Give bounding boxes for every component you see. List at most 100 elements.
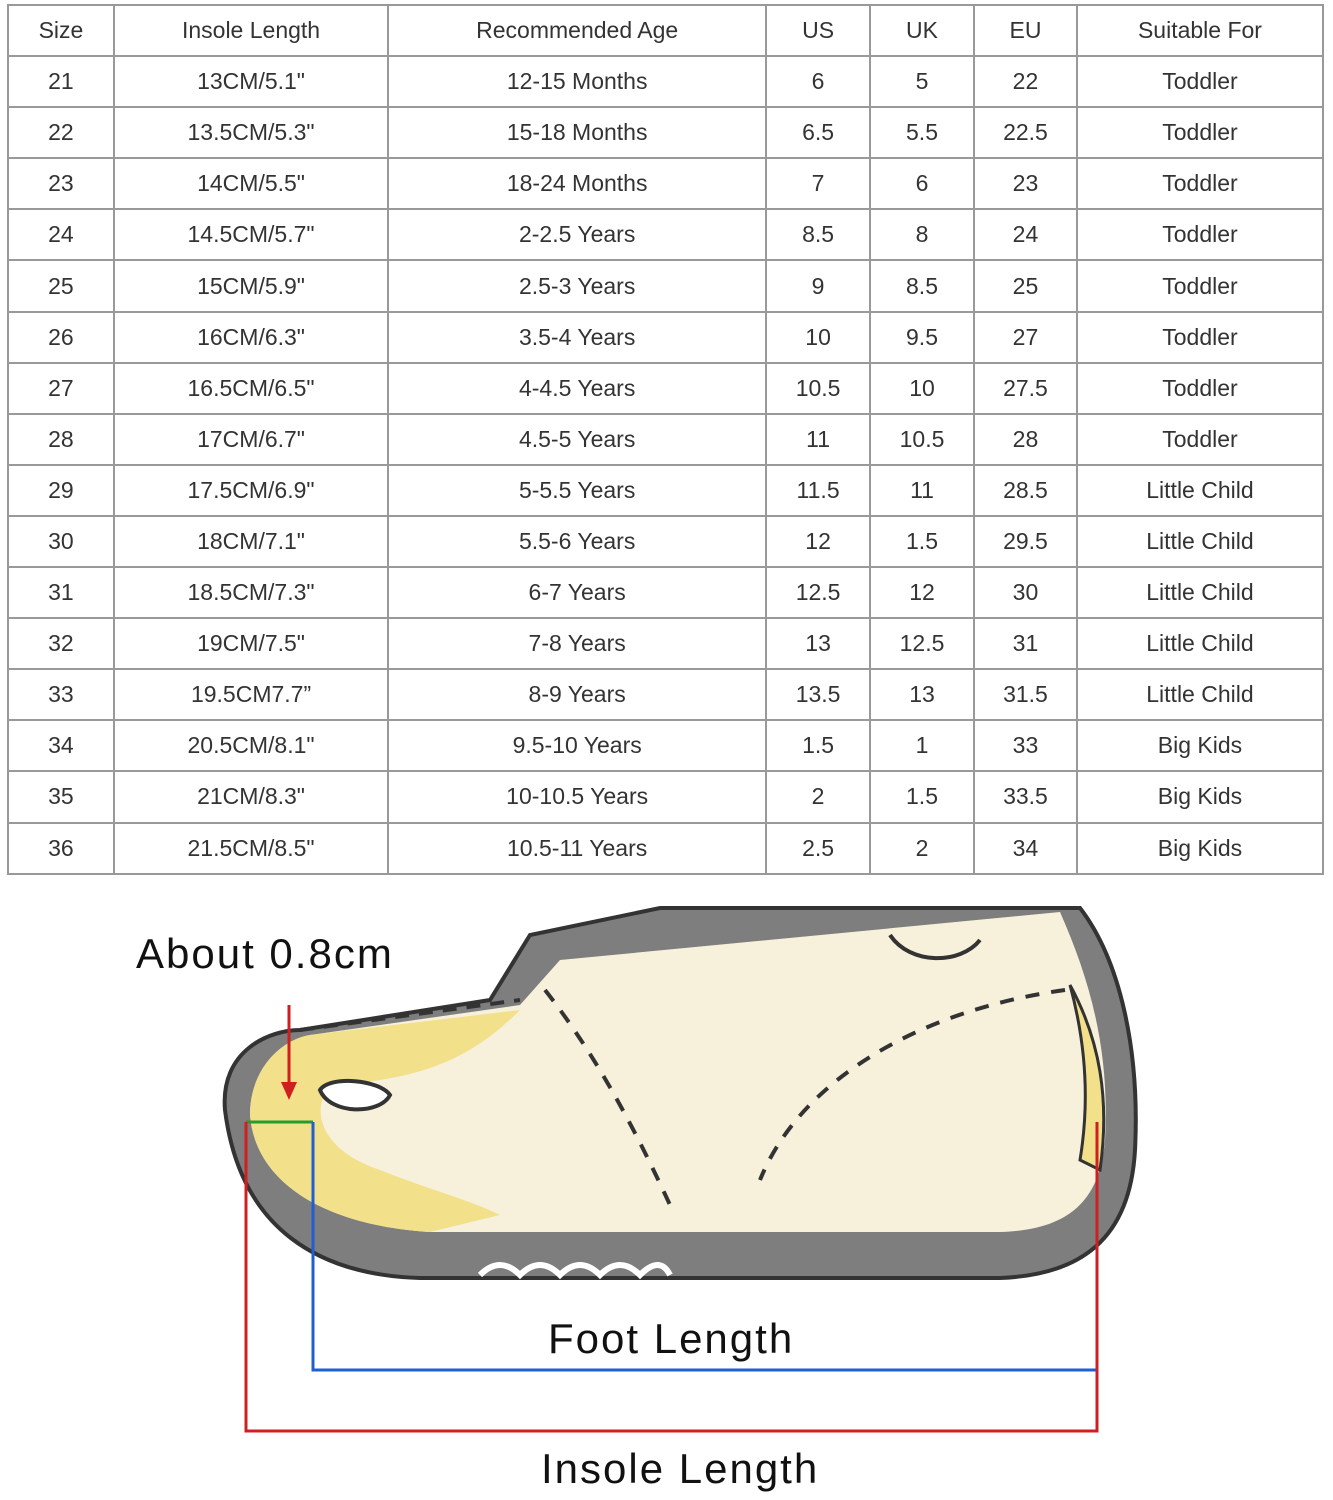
- table-row: 32 19CM/7.5" 7-8 Years 13 12.5 31 Little Child: [7, 617, 1325, 671]
- table-row: 36 21.5CM/8.5" 10.5-11 Years 2.5 2 34 Big Kids: [7, 821, 1325, 875]
- table-cell: 23: [972, 157, 1078, 211]
- table-cell: 18-24 Months: [387, 157, 768, 211]
- table-cell: 22: [7, 106, 115, 160]
- table-cell: Little Child: [1075, 514, 1325, 569]
- table-cell: 2: [765, 770, 872, 824]
- table-cell: 15-18 Months: [387, 106, 768, 160]
- table-cell: 11.5: [765, 463, 872, 517]
- table-cell: 22.5: [972, 106, 1078, 160]
- table-cell: 19.5CM7.7”: [112, 668, 390, 722]
- table-cell: 5-5.5 Years: [387, 463, 768, 517]
- table-cell: 1.5: [765, 719, 872, 773]
- table-cell: 24: [972, 208, 1078, 262]
- column-header: Insole Length: [112, 3, 390, 58]
- table-cell: 18.5CM/7.3": [112, 566, 390, 620]
- table-cell: 10: [765, 310, 872, 364]
- table-cell: Toddler: [1075, 310, 1325, 364]
- table-cell: 8.5: [765, 208, 872, 262]
- table-cell: 6: [869, 157, 975, 211]
- foot-length-label: Foot Length: [548, 1315, 795, 1362]
- table-cell: Little Child: [1075, 566, 1325, 620]
- column-header: Suitable For: [1075, 3, 1325, 58]
- table-cell: 13: [765, 617, 872, 671]
- table-cell: Big Kids: [1075, 770, 1325, 824]
- table-cell: 16CM/6.3": [112, 310, 390, 364]
- table-cell: 31: [7, 566, 115, 620]
- table-cell: 21CM/8.3": [112, 770, 390, 824]
- table-cell: Toddler: [1075, 106, 1325, 160]
- column-header: Size: [7, 3, 115, 58]
- table-cell: 10.5: [765, 361, 872, 415]
- table-cell: 27: [7, 361, 115, 415]
- table-row: 24 14.5CM/5.7" 2-2.5 Years 8.5 8 24 Toddler: [7, 208, 1325, 262]
- table-cell: Little Child: [1075, 463, 1325, 517]
- table-cell: 19CM/7.5": [112, 617, 390, 671]
- table-cell: 15CM/5.9": [112, 259, 390, 313]
- table-cell: 5: [869, 55, 975, 109]
- table-row: 25 15CM/5.9" 2.5-3 Years 9 8.5 25 Toddler: [7, 259, 1325, 313]
- table-cell: 8-9 Years: [387, 668, 768, 722]
- column-header: Recommended Age: [387, 3, 768, 58]
- table-cell: 1: [869, 719, 975, 773]
- table-cell: Toddler: [1075, 361, 1325, 415]
- table-cell: 36: [7, 821, 115, 875]
- table-row: 21 13CM/5.1" 12-15 Months 6 5 22 Toddler: [7, 55, 1325, 109]
- table-row: 22 13.5CM/5.3" 15-18 Months 6.5 5.5 22.5 Toddl…: [7, 106, 1325, 160]
- table-cell: 10-10.5 Years: [387, 770, 768, 824]
- table-cell: 1.5: [869, 514, 975, 569]
- table-cell: 28: [7, 412, 115, 466]
- table-cell: 12: [765, 514, 872, 569]
- table-cell: 24: [7, 208, 115, 262]
- table-cell: 33: [7, 668, 115, 722]
- table-cell: 6: [765, 55, 872, 109]
- table-cell: 12: [869, 566, 975, 620]
- table-cell: 17.5CM/6.9": [112, 463, 390, 517]
- table-cell: Big Kids: [1075, 821, 1325, 875]
- table-cell: 5.5-6 Years: [387, 514, 768, 569]
- toe-gap-label: About 0.8cm: [136, 930, 394, 977]
- table-cell: 17CM/6.7": [112, 412, 390, 466]
- table-cell: 2.5-3 Years: [387, 259, 768, 313]
- table-cell: 29: [7, 463, 115, 517]
- column-header: US: [765, 3, 872, 58]
- table-cell: 4.5-5 Years: [387, 412, 768, 466]
- table-cell: Toddler: [1075, 55, 1325, 109]
- table-header-row: Size Insole Length Recommended Age US UK EU Su…: [7, 3, 1325, 58]
- table-cell: 8: [869, 208, 975, 262]
- table-cell: 14CM/5.5": [112, 157, 390, 211]
- table-cell: 25: [972, 259, 1078, 313]
- table-cell: 8.5: [869, 259, 975, 313]
- table-cell: 29.5: [972, 514, 1078, 569]
- table-cell: 1.5: [869, 770, 975, 824]
- table-cell: 12.5: [869, 617, 975, 671]
- table-cell: 13.5CM/5.3": [112, 106, 390, 160]
- table-row: 27 16.5CM/6.5" 4-4.5 Years 10.5 10 27.5 Toddle…: [7, 361, 1325, 415]
- shoe-illustration: [222, 906, 1138, 1280]
- table-cell: 20.5CM/8.1": [112, 719, 390, 773]
- column-header: UK: [869, 3, 975, 58]
- size-chart-table: Size Insole Length Recommended Age US UK EU Su…: [7, 3, 1325, 875]
- table-cell: 16.5CM/6.5": [112, 361, 390, 415]
- table-cell: 13CM/5.1": [112, 55, 390, 109]
- table-cell: 30: [972, 566, 1078, 620]
- table-cell: 7-8 Years: [387, 617, 768, 671]
- table-cell: 30: [7, 514, 115, 569]
- table-cell: 25: [7, 259, 115, 313]
- table-row: 35 21CM/8.3" 10-10.5 Years 2 1.5 33.5 Big Kids: [7, 770, 1325, 824]
- table-cell: 35: [7, 770, 115, 824]
- table-cell: 9.5: [869, 310, 975, 364]
- table-cell: 22: [972, 55, 1078, 109]
- table-cell: 9: [765, 259, 872, 313]
- table-row: 26 16CM/6.3" 3.5-4 Years 10 9.5 27 Toddler: [7, 310, 1325, 364]
- table-cell: 33: [972, 719, 1078, 773]
- insole-length-bracket: [244, 1122, 1099, 1433]
- table-cell: 31: [972, 617, 1078, 671]
- table-cell: 11: [869, 463, 975, 517]
- table-cell: 2: [869, 821, 975, 875]
- table-cell: Toddler: [1075, 208, 1325, 262]
- column-header: EU: [972, 3, 1078, 58]
- table-cell: 27: [972, 310, 1078, 364]
- table-cell: 12-15 Months: [387, 55, 768, 109]
- table-cell: 11: [765, 412, 872, 466]
- table-cell: 2.5: [765, 821, 872, 875]
